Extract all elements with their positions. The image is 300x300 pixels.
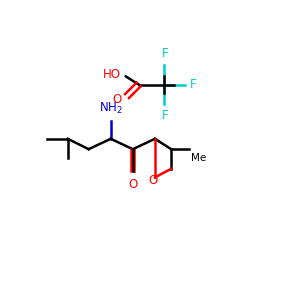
Text: F: F [190,78,196,91]
Text: F: F [162,109,168,122]
Text: NH$_2$: NH$_2$ [99,100,123,116]
Text: O: O [148,174,157,187]
Text: HO: HO [103,68,121,81]
Text: O: O [128,178,137,191]
Text: O: O [112,93,121,106]
Text: Me: Me [191,153,206,163]
Text: F: F [162,47,168,60]
